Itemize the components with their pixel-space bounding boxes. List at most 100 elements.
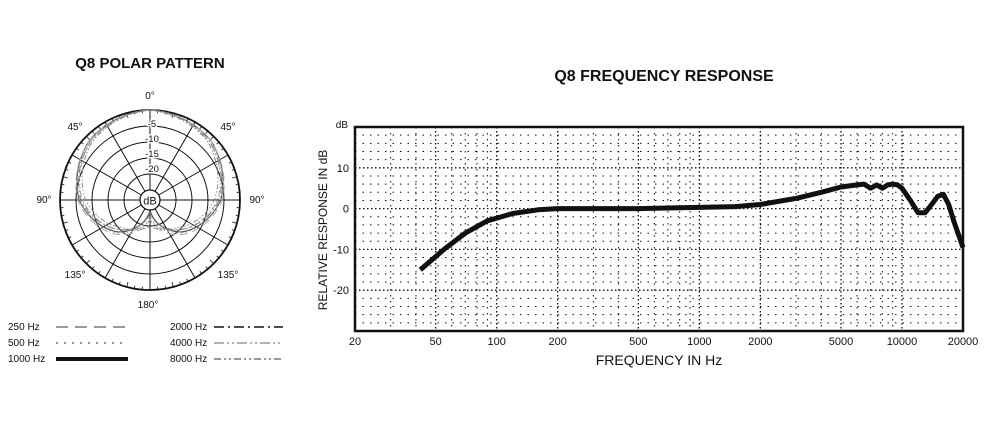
- polar-curves: [75, 109, 225, 236]
- polar-center-label: dB: [139, 189, 161, 211]
- polar-legend: 250 Hz 500 Hz 1000 Hz 2000 Hz 4000 Hz 80…: [8, 322, 283, 365]
- polar-tick: [65, 229, 69, 232]
- polar-tick: [205, 130, 209, 134]
- polar-tick: [221, 148, 224, 151]
- polar-tick: [91, 130, 95, 134]
- fr-x-tick-label: 100: [487, 336, 505, 348]
- polar-spoke: [154, 121, 196, 192]
- polar-tick: [235, 214, 239, 217]
- fr-xlabel: FREQUENCY IN Hz: [596, 352, 723, 368]
- legend-item-4000hz: 4000 Hz: [170, 338, 283, 349]
- polar-tick: [98, 126, 101, 129]
- polar-spoke: [104, 208, 146, 279]
- polar-angle-label: 135°: [218, 270, 239, 281]
- polar-angle-labels: 0° 45° 90° 135° 180° 135° 90° 45°: [36, 91, 264, 311]
- legend-label: 500 Hz: [8, 338, 40, 349]
- polar-tick: [118, 281, 121, 285]
- polar-db-unit: dB: [143, 196, 156, 208]
- polar-spoke: [71, 154, 142, 196]
- polar-tick: [216, 255, 220, 259]
- polar-angle-label: 90°: [249, 195, 264, 206]
- polar-tick: [111, 278, 114, 282]
- fr-response-line: [418, 181, 966, 272]
- polar-tick: [62, 176, 68, 179]
- polar-tick: [179, 281, 182, 285]
- polar-ring-label: -10: [145, 134, 159, 145]
- polar-title: Q8 POLAR PATTERN: [75, 55, 224, 72]
- fr-y-tick-labels: 10 0 -10 -20: [333, 163, 349, 297]
- polar-tick: [62, 221, 68, 224]
- polar-chart: Q8 POLAR PATTERN dB -5 -10 -15 -20 0° 45…: [8, 55, 283, 365]
- fr-ylabel: RELATIVE RESPONSE IN dB: [316, 150, 330, 311]
- polar-angle-label: 135°: [65, 270, 86, 281]
- fr-plot-area: [355, 127, 963, 331]
- polar-tick: [61, 183, 65, 186]
- polar-tick: [228, 161, 232, 164]
- polar-tick: [221, 249, 224, 252]
- legend-label: 8000 Hz: [170, 354, 207, 365]
- polar-tick: [126, 282, 129, 288]
- polar-spoke: [154, 208, 196, 279]
- polar-tick: [164, 285, 167, 289]
- polar-tick: [91, 266, 95, 270]
- polar-tick: [80, 141, 84, 145]
- polar-tick: [76, 148, 79, 151]
- polar-tick: [86, 136, 91, 141]
- polar-tick: [68, 161, 72, 164]
- fr-x-tick-label: 20: [349, 336, 361, 348]
- polar-tick: [231, 168, 235, 171]
- legend-item-2000hz: 2000 Hz: [170, 322, 283, 333]
- polar-curve-8000hz: [81, 109, 219, 231]
- polar-tick: [209, 136, 214, 141]
- legend-item-1000hz: 1000 Hz: [8, 354, 128, 365]
- polar-tick: [232, 221, 238, 224]
- fr-y-tick-label: 0: [343, 204, 349, 216]
- fr-y-unit: dB: [336, 120, 349, 131]
- fr-x-tick-label: 500: [629, 336, 647, 348]
- fr-plot-frame: [353, 125, 965, 333]
- polar-angle-label: 90°: [36, 195, 51, 206]
- polar-tick: [216, 141, 220, 145]
- frequency-response-chart: Q8 FREQUENCY RESPONSE 100-10-20 20 50 100 2…: [316, 68, 978, 368]
- polar-tick: [171, 282, 174, 288]
- polar-spoke: [104, 121, 146, 192]
- legend-label: 4000 Hz: [170, 338, 207, 349]
- legend-label: 2000 Hz: [170, 322, 207, 333]
- polar-tick: [68, 236, 72, 239]
- polar-tick: [76, 249, 79, 252]
- fr-x-tick-label: 1000: [687, 336, 711, 348]
- polar-tick: [235, 183, 239, 186]
- polar-tick: [86, 259, 91, 264]
- fr-y-tick-label: 10: [337, 163, 349, 175]
- fr-x-tick-label: 20000: [948, 336, 979, 348]
- fr-y-tick-label: -20: [333, 285, 349, 297]
- polar-angle-label: 0°: [145, 91, 155, 102]
- polar-ring-label: -20: [145, 164, 159, 175]
- polar-tick: [199, 126, 202, 129]
- legend-item-8000hz: 8000 Hz: [170, 354, 283, 365]
- polar-tick: [205, 266, 209, 270]
- polar-tick: [231, 229, 235, 232]
- fr-x-tick-label: 2000: [748, 336, 772, 348]
- polar-tick: [186, 278, 189, 282]
- polar-ring-label: -15: [145, 149, 159, 160]
- polar-tick: [209, 259, 214, 264]
- fr-title: Q8 FREQUENCY RESPONSE: [554, 68, 774, 85]
- polar-tick: [232, 176, 238, 179]
- fr-x-tick-label: 5000: [829, 336, 853, 348]
- legend-item-500hz: 500 Hz: [8, 338, 128, 349]
- legend-item-250hz: 250 Hz: [8, 322, 128, 333]
- polar-tick: [80, 255, 84, 259]
- fr-series: [418, 181, 966, 272]
- legend-label: 250 Hz: [8, 322, 40, 333]
- fr-y-tick-label: -10: [333, 244, 349, 256]
- polar-angle-label: 180°: [138, 300, 159, 311]
- legend-label: 1000 Hz: [8, 354, 45, 365]
- fr-x-tick-labels: 20 50 100 200 500 1000 2000 5000 10000 20000: [349, 336, 978, 348]
- polar-spoke: [158, 154, 229, 196]
- polar-curve-500hz: [76, 109, 224, 234]
- polar-curve-4000hz: [79, 109, 221, 231]
- polar-tick: [228, 236, 232, 239]
- polar-tick: [199, 271, 202, 274]
